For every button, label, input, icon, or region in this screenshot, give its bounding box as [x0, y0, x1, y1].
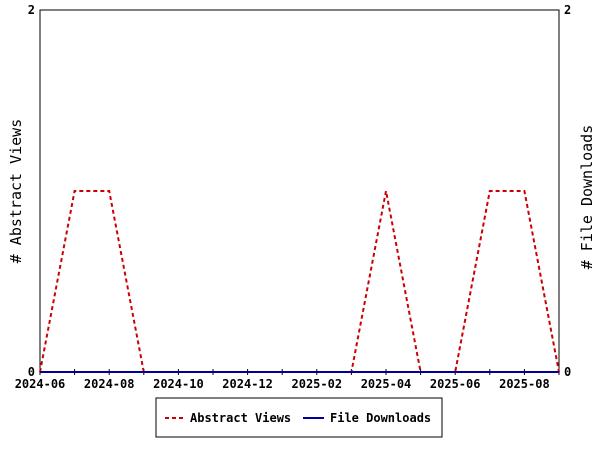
- x-tick-label-2024-10: 2024-10: [153, 377, 204, 391]
- y-left-tick-label-0: 0: [28, 365, 35, 379]
- y-axis-title-left: # Abstract Views: [7, 119, 25, 264]
- series-line-abstract-views: [39, 190, 560, 373]
- y-right-tick-label-0: 0: [564, 365, 571, 379]
- x-tick-label-2025-04: 2025-04: [361, 377, 412, 391]
- y-right-tick-label-2: 2: [564, 3, 571, 17]
- x-tick-label-2024-08: 2024-08: [84, 377, 135, 391]
- legend-box: [155, 397, 443, 438]
- x-tick-label-2024-06: 2024-06: [15, 377, 66, 391]
- plot-area: [39, 9, 560, 373]
- legend-label-file-downloads: File Downloads: [330, 411, 431, 425]
- legend-label-abstract-views: Abstract Views: [190, 411, 291, 425]
- x-tick-label-2025-02: 2025-02: [292, 377, 343, 391]
- x-tick-label-2024-12: 2024-12: [222, 377, 273, 391]
- x-tick-label-2025-08: 2025-08: [499, 377, 550, 391]
- y-axis-title-right: # File Downloads: [578, 125, 596, 270]
- x-axis-tick-labels: 2024-06 2024-08 2024-10 2024-12 2025-02 2025-…: [15, 377, 550, 391]
- y-left-tick-label-2: 2: [28, 3, 35, 17]
- legend: Abstract Views File Downloads: [155, 397, 443, 438]
- series-layer: [39, 190, 560, 373]
- y-axis-tick-labels: 0 2 0 2: [28, 3, 571, 379]
- x-tick-label-2025-06: 2025-06: [430, 377, 481, 391]
